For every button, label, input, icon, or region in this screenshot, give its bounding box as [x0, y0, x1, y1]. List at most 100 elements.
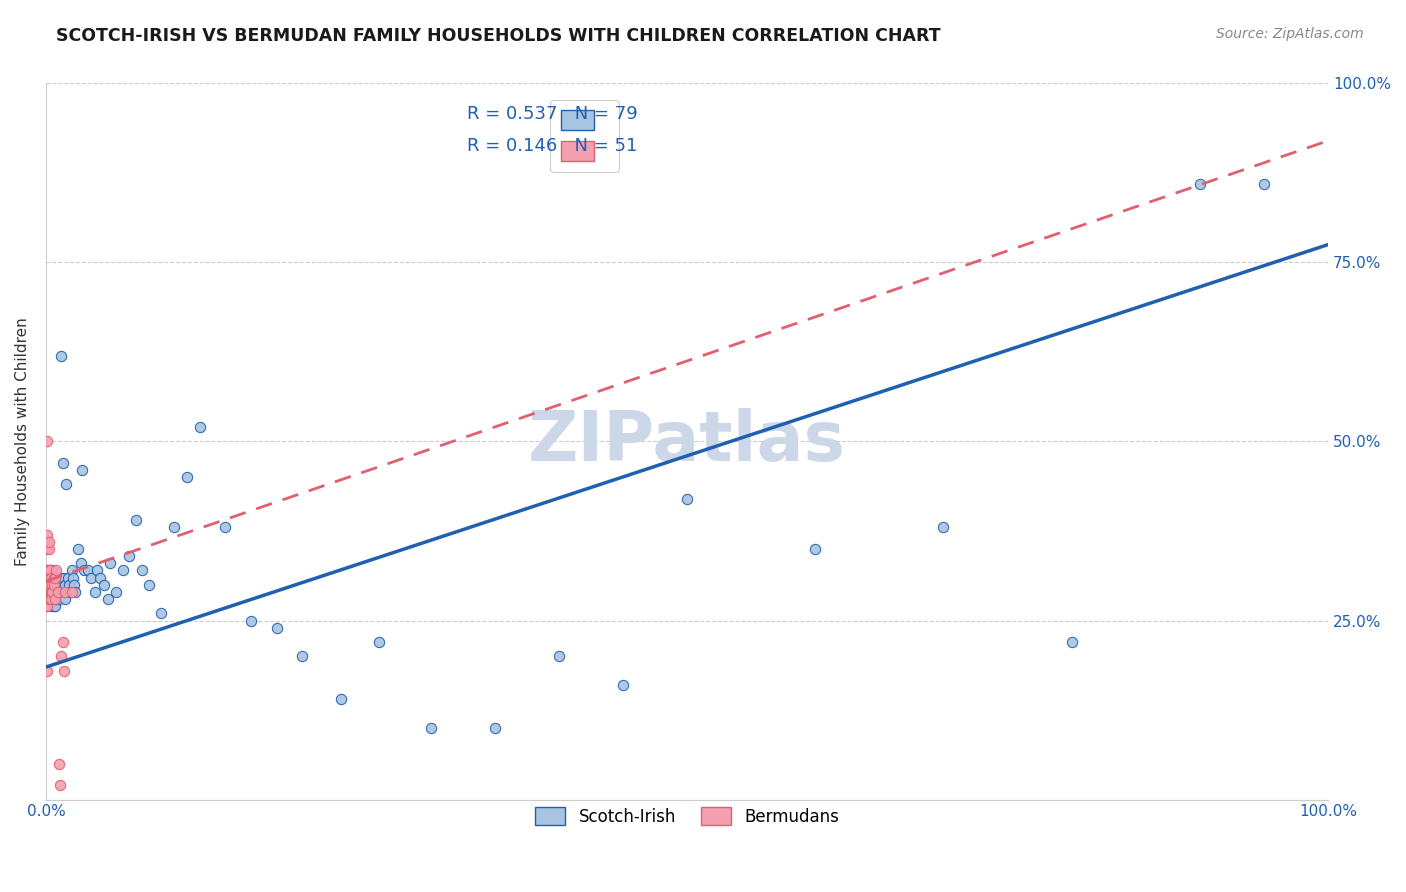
Point	[131, 563, 153, 577]
Point	[368, 635, 391, 649]
Point	[41, 592, 63, 607]
Point	[38, 563, 60, 577]
Point	[96, 592, 118, 607]
Point	[37, 585, 59, 599]
Point	[38, 592, 60, 607]
Point	[66, 541, 89, 556]
Point	[484, 721, 506, 735]
Point	[60, 563, 83, 577]
Point	[98, 556, 121, 570]
Point	[69, 556, 91, 570]
Point	[37, 541, 59, 556]
Point	[37, 664, 59, 678]
Point	[37, 570, 59, 584]
Point	[52, 585, 75, 599]
Point	[39, 570, 62, 584]
Point	[46, 570, 69, 584]
Point	[38, 577, 60, 591]
Point	[89, 570, 111, 584]
Point	[46, 585, 69, 599]
Y-axis label: Family Households with Children: Family Households with Children	[15, 318, 30, 566]
Point	[37, 563, 59, 577]
Point	[65, 585, 87, 599]
Point	[38, 570, 60, 584]
Point	[329, 692, 352, 706]
Point	[1253, 177, 1275, 191]
Point	[1188, 177, 1211, 191]
Point	[41, 570, 63, 584]
Point	[38, 592, 60, 607]
Point	[38, 534, 60, 549]
Point	[44, 585, 66, 599]
Point	[86, 563, 108, 577]
Point	[42, 577, 65, 591]
Point	[49, 778, 72, 792]
Point	[38, 592, 60, 607]
Point	[60, 585, 83, 599]
Point	[55, 477, 77, 491]
Point	[42, 577, 65, 591]
Point	[612, 678, 634, 692]
Point	[419, 721, 441, 735]
Point	[37, 592, 59, 607]
Point	[37, 577, 59, 591]
Point	[83, 585, 105, 599]
Point	[38, 570, 60, 584]
Point	[39, 577, 62, 591]
Point	[38, 585, 60, 599]
Point	[53, 592, 76, 607]
Text: R = 0.146   N = 51: R = 0.146 N = 51	[467, 137, 637, 155]
Point	[51, 349, 73, 363]
Point	[59, 585, 82, 599]
Point	[150, 607, 173, 621]
Point	[37, 577, 59, 591]
Point	[51, 649, 73, 664]
Point	[37, 585, 59, 599]
Text: ZIPatlas: ZIPatlas	[529, 408, 846, 475]
Point	[44, 570, 66, 584]
Point	[188, 420, 211, 434]
Point	[77, 563, 100, 577]
Point	[53, 585, 76, 599]
Point	[37, 599, 59, 614]
Point	[52, 456, 75, 470]
Point	[39, 592, 62, 607]
Point	[37, 592, 59, 607]
Point	[214, 520, 236, 534]
Point	[932, 520, 955, 534]
Point	[138, 577, 160, 591]
Point	[676, 491, 699, 506]
Point	[37, 527, 59, 541]
Point	[42, 592, 65, 607]
Point	[804, 541, 827, 556]
Point	[49, 585, 72, 599]
Point	[1060, 635, 1083, 649]
Point	[105, 585, 128, 599]
Point	[37, 585, 59, 599]
Point	[38, 541, 60, 556]
Point	[38, 577, 60, 591]
Point	[45, 570, 67, 584]
Point	[45, 592, 67, 607]
Point	[41, 585, 63, 599]
Point	[53, 577, 76, 591]
Point	[44, 592, 66, 607]
Point	[240, 614, 263, 628]
Point	[63, 577, 86, 591]
Point	[62, 570, 84, 584]
Point	[73, 563, 96, 577]
Point	[37, 570, 59, 584]
Point	[44, 570, 66, 584]
Point	[266, 621, 288, 635]
Point	[37, 563, 59, 577]
Point	[118, 549, 141, 563]
Text: R = 0.537   N = 79: R = 0.537 N = 79	[467, 104, 637, 122]
Point	[176, 470, 198, 484]
Point	[48, 592, 70, 607]
Point	[51, 570, 73, 584]
Point	[58, 577, 80, 591]
Point	[93, 577, 115, 591]
Point	[38, 585, 60, 599]
Point	[37, 570, 59, 584]
Point	[39, 570, 62, 584]
